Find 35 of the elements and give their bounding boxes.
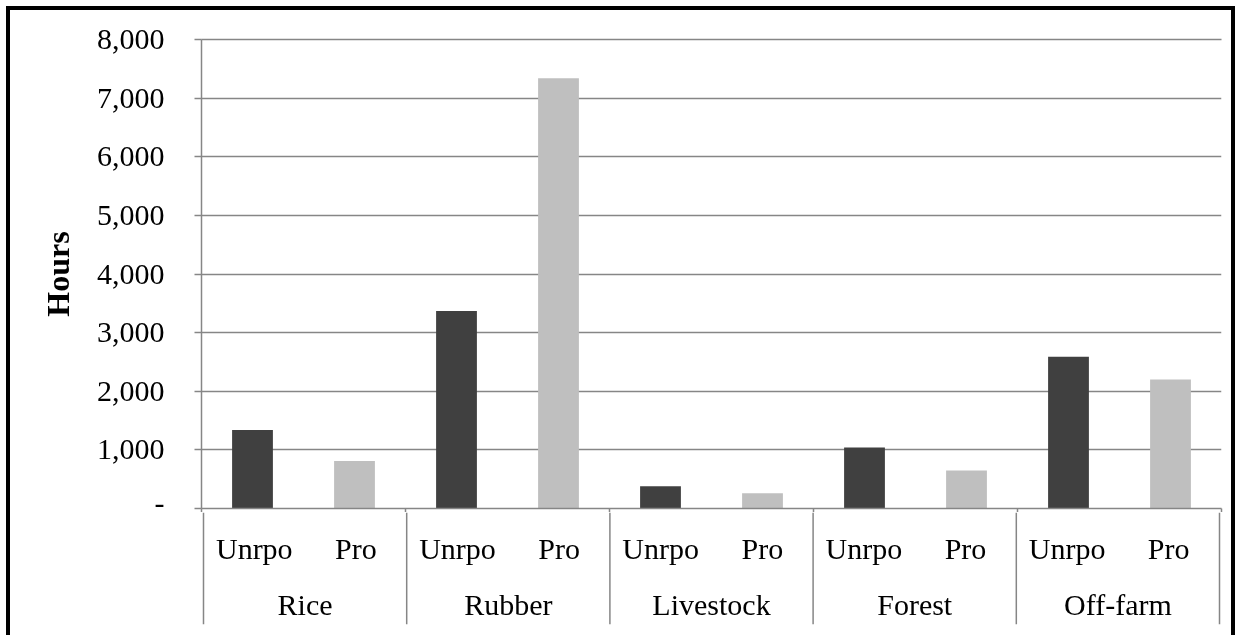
bar xyxy=(946,470,987,509)
series-label: Unrpo xyxy=(215,531,293,565)
x-tick-label: Livestock xyxy=(652,587,771,621)
text: Pro xyxy=(944,531,987,565)
bar xyxy=(1150,379,1191,509)
y-tick-label: 8,000 xyxy=(97,22,165,55)
y-tick-label: - xyxy=(154,485,165,519)
bar xyxy=(844,447,885,509)
bar xyxy=(538,78,579,509)
bar xyxy=(436,310,477,509)
y-tick-label: 6,000 xyxy=(97,139,165,173)
y-tick-label: 5,000 xyxy=(97,197,165,231)
text: Pro xyxy=(741,531,784,565)
y-tick-label: 4,000 xyxy=(97,256,165,290)
y-tick-label: 7,000 xyxy=(97,80,165,114)
text: Unrpo xyxy=(1028,531,1106,565)
x-tick-label: Rice xyxy=(277,587,333,621)
bar xyxy=(742,493,783,509)
x-tick-label: Off-farm xyxy=(1064,587,1172,621)
y-tick-label: 3,000 xyxy=(97,315,165,349)
y-tick-label: 2,000 xyxy=(97,373,165,407)
bar xyxy=(640,486,681,509)
bar xyxy=(1048,356,1089,509)
bar xyxy=(232,429,273,509)
series-label: Pro xyxy=(335,531,377,565)
text: Unrpo xyxy=(622,531,700,565)
text: Unrpo xyxy=(419,531,496,565)
x-tick-label: Rubber xyxy=(464,587,553,621)
text: Pro xyxy=(538,531,580,565)
y-tick-label: 1,000 xyxy=(97,432,165,466)
x-tick-label: Forest xyxy=(877,587,953,621)
text: Pro xyxy=(1147,531,1190,565)
text: Unrpo xyxy=(825,531,903,565)
bar xyxy=(334,461,375,509)
y-axis-title: Hours xyxy=(40,231,76,317)
